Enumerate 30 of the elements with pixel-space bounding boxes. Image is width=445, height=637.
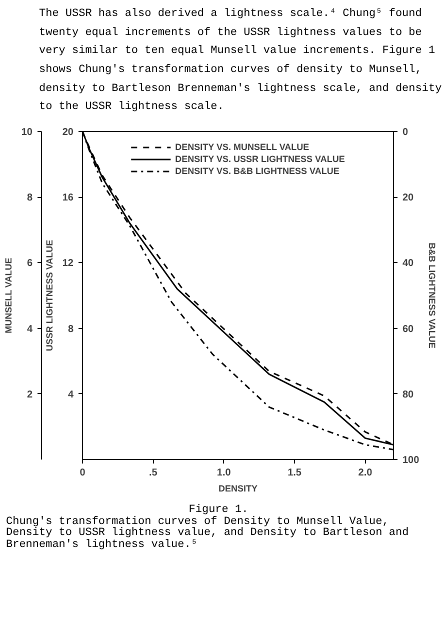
- x-tick-label: .5: [149, 468, 158, 479]
- y-tick-label: 16: [62, 192, 74, 204]
- y2-axis-title: MUNSELL VALUE: [3, 258, 14, 334]
- x-tick-label: 1.0: [216, 468, 232, 479]
- legend-label: DENSITY VS. B&B LIGHTNESS VALUE: [175, 165, 340, 178]
- y-tick-label: 4: [68, 390, 74, 401]
- x-tick-label: 2.0: [358, 468, 373, 479]
- y-tick-label: 8: [68, 324, 74, 335]
- y3-tick-label: 0: [402, 127, 408, 138]
- y3-tick-label: 60: [402, 324, 414, 335]
- x-tick-label: 1.5: [288, 468, 302, 479]
- y-axis-title: USSR LIGHTNESS VALUE: [44, 240, 54, 352]
- y3-tick-label: 40: [402, 258, 414, 270]
- legend-label: DENSITY VS. USSR LIGHTNESS VALUE: [175, 153, 345, 166]
- y2-tick-label: 6: [26, 258, 33, 270]
- x-tick-label: 0: [80, 468, 86, 479]
- text: The USSR has also derived a lightness scale.⁴ Chung⁵ found twenty equal increments of the USSR lightness values to be very similar to ten equal Munsell value increments. Figure 1 shows Chung's transformation curves of density to Munsell, density to Bartleson Brenneman's lightness scale, and density to the USSR lightness scale.: [39, 7, 443, 116]
- y2-tick-label: 8: [26, 192, 33, 204]
- y3-tick-label: 20: [402, 192, 414, 204]
- y-tick-label: 12: [62, 258, 74, 270]
- y2-tick-label: 4: [26, 324, 33, 335]
- caption: Figure 1.: [188, 504, 248, 516]
- x-axis-title: DENSITY: [218, 484, 258, 494]
- y2-tick-label: 2: [26, 390, 33, 401]
- y3-tick-label: 80: [402, 390, 414, 401]
- y3-axis-title: B&B LIGHTNESS VALUE: [427, 242, 438, 349]
- legend-label: DENSITY VS. MUNSELL VALUE: [175, 141, 310, 154]
- y2-tick-label: 10: [21, 127, 33, 138]
- y-tick-label: 20: [62, 127, 74, 138]
- y3-tick-label: 100: [402, 455, 420, 466]
